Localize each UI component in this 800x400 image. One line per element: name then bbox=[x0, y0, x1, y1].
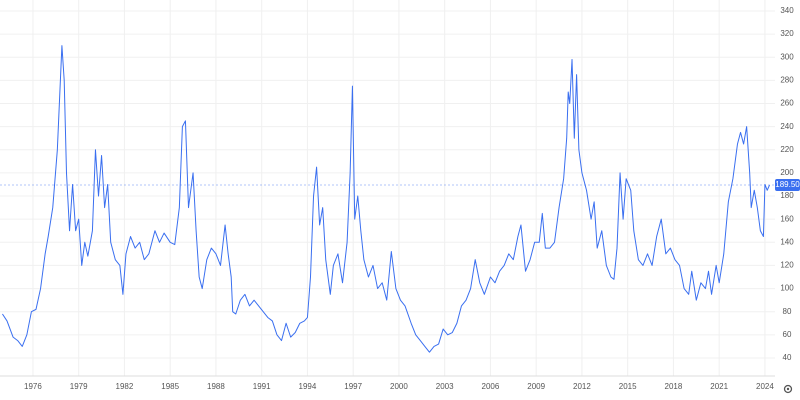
y-tick-label: 320 bbox=[780, 29, 794, 38]
x-tick-label: 1988 bbox=[207, 382, 225, 391]
x-tick-label: 2018 bbox=[665, 382, 683, 391]
y-tick-label: 140 bbox=[780, 237, 794, 246]
y-tick-label: 240 bbox=[780, 122, 794, 131]
y-tick-label: 60 bbox=[783, 330, 792, 339]
x-tick-label: 1994 bbox=[299, 382, 317, 391]
x-tick-label: 1985 bbox=[161, 382, 179, 391]
x-tick-label: 2009 bbox=[527, 382, 545, 391]
y-tick-label: 340 bbox=[780, 6, 794, 15]
x-tick-label: 1979 bbox=[70, 382, 88, 391]
y-tick-label: 160 bbox=[780, 214, 794, 223]
y-tick-label: 80 bbox=[783, 307, 792, 316]
x-tick-label: 2021 bbox=[710, 382, 728, 391]
price-line bbox=[2, 45, 770, 353]
x-tick-label: 1997 bbox=[344, 382, 362, 391]
x-tick-label: 2006 bbox=[482, 382, 500, 391]
y-tick-label: 180 bbox=[780, 191, 794, 200]
y-tick-label: 300 bbox=[780, 52, 794, 61]
x-tick-label: 2003 bbox=[436, 382, 454, 391]
x-tick-label: 1991 bbox=[253, 382, 271, 391]
y-tick-label: 200 bbox=[780, 168, 794, 177]
settings-gear[interactable] bbox=[783, 384, 793, 394]
x-tick-label: 1982 bbox=[116, 382, 134, 391]
last-value-label: 189.50 bbox=[775, 180, 800, 189]
x-tick-label: 2015 bbox=[619, 382, 637, 391]
x-tick-label: 2024 bbox=[756, 382, 774, 391]
y-tick-label: 40 bbox=[783, 353, 792, 362]
x-tick-label: 2000 bbox=[390, 382, 408, 391]
last-value-badge bbox=[775, 179, 800, 192]
y-tick-label: 220 bbox=[780, 145, 794, 154]
settings-icon[interactable] bbox=[783, 384, 793, 394]
x-tick-label: 2012 bbox=[573, 382, 591, 391]
y-tick-label: 120 bbox=[780, 261, 794, 270]
y-tick-label: 260 bbox=[780, 99, 794, 108]
settings-gear-center[interactable] bbox=[786, 387, 790, 391]
y-tick-label: 280 bbox=[780, 75, 794, 84]
x-tick-label: 1976 bbox=[24, 382, 42, 391]
y-tick-label: 100 bbox=[780, 284, 794, 293]
